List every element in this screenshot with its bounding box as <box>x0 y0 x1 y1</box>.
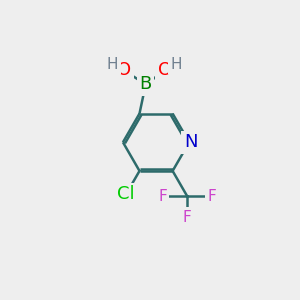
Text: H: H <box>107 57 118 72</box>
Text: O: O <box>117 61 131 80</box>
Text: Cl: Cl <box>117 185 135 203</box>
Text: O: O <box>158 61 172 80</box>
Text: B: B <box>140 75 152 93</box>
Text: F: F <box>158 189 167 204</box>
Text: F: F <box>208 189 216 204</box>
Text: N: N <box>184 133 197 151</box>
Text: F: F <box>183 210 192 225</box>
Text: H: H <box>171 57 182 72</box>
